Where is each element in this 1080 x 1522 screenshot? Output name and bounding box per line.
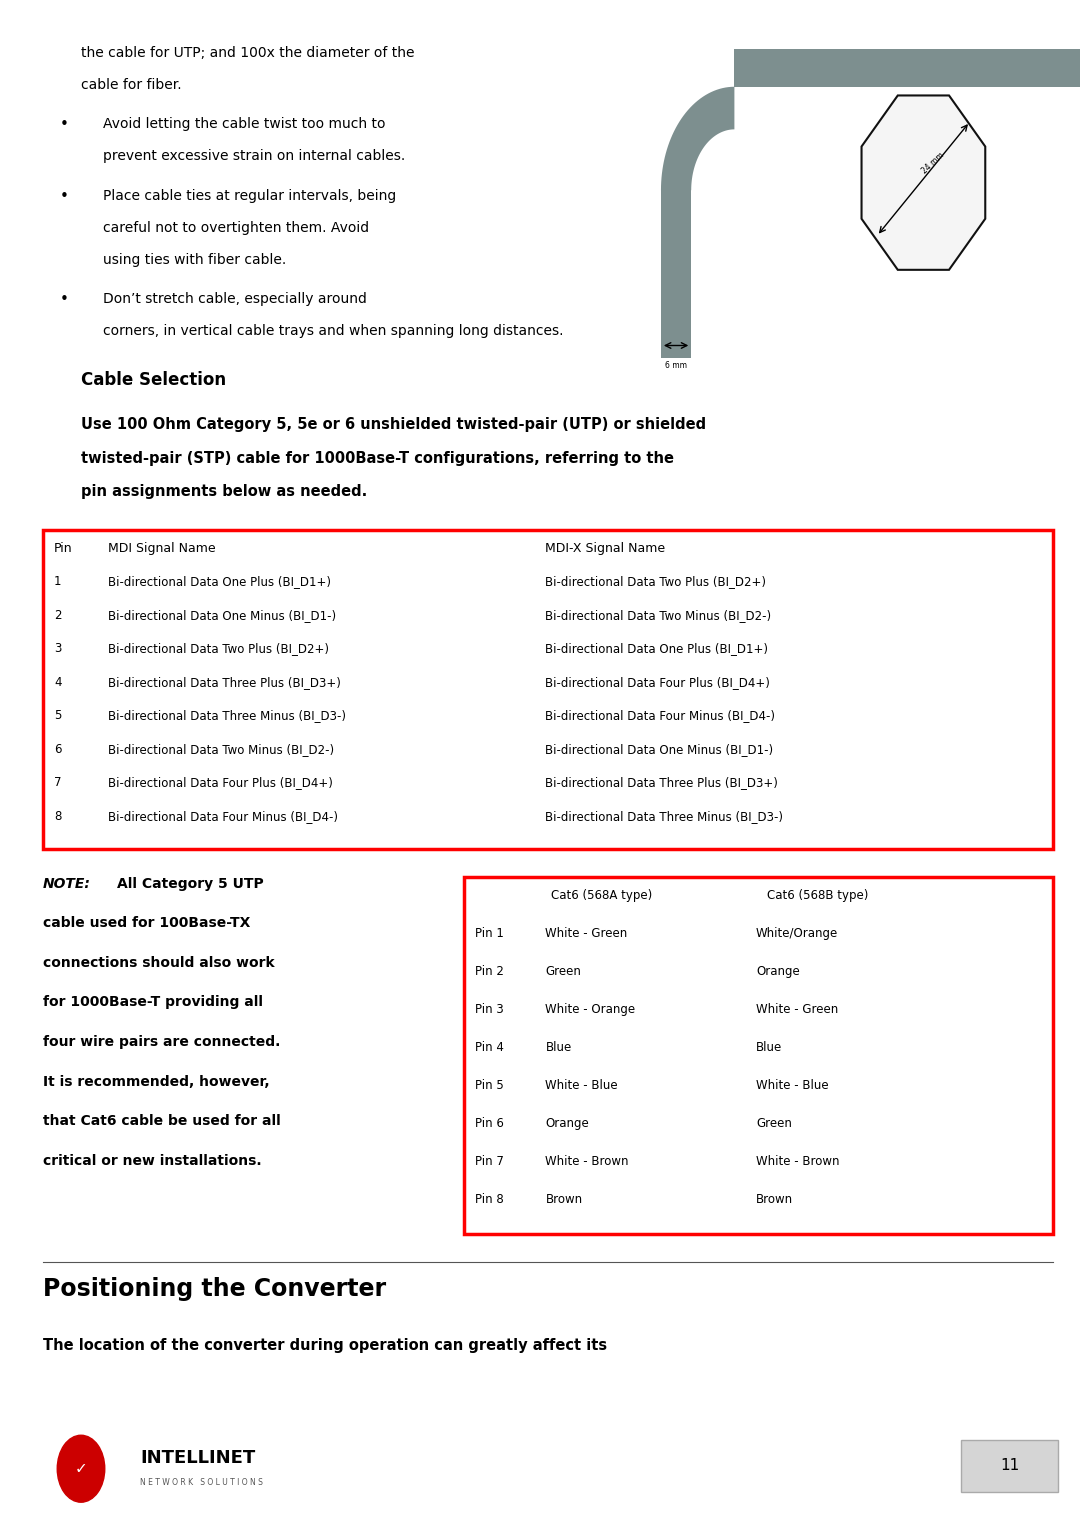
Text: four wire pairs are connected.: four wire pairs are connected.	[43, 1035, 281, 1049]
Text: Brown: Brown	[756, 1193, 793, 1207]
Text: twisted-pair (STP) cable for 1000Base-T configurations, referring to the: twisted-pair (STP) cable for 1000Base-T …	[81, 451, 674, 466]
Text: •: •	[59, 117, 68, 132]
Text: Pin: Pin	[54, 542, 72, 556]
Text: White - Green: White - Green	[756, 1003, 838, 1017]
Polygon shape	[661, 190, 691, 358]
Text: N E T W O R K   S O L U T I O N S: N E T W O R K S O L U T I O N S	[140, 1478, 264, 1487]
Text: 5: 5	[54, 709, 62, 723]
Text: Orange: Orange	[756, 965, 800, 979]
Text: Brown: Brown	[545, 1193, 582, 1207]
Text: ✓: ✓	[75, 1461, 87, 1476]
Text: pin assignments below as needed.: pin assignments below as needed.	[81, 484, 367, 499]
Circle shape	[57, 1435, 105, 1502]
Text: MDI-X Signal Name: MDI-X Signal Name	[545, 542, 665, 556]
Text: Bi-directional Data Three Minus (BI_D3-): Bi-directional Data Three Minus (BI_D3-)	[108, 709, 346, 723]
Text: Pin 5: Pin 5	[475, 1079, 504, 1093]
Text: White - Brown: White - Brown	[545, 1155, 629, 1169]
Text: prevent excessive strain on internal cables.: prevent excessive strain on internal cab…	[103, 149, 405, 163]
Text: 24 mm: 24 mm	[920, 151, 946, 175]
Text: 4: 4	[54, 676, 62, 689]
Text: MDI Signal Name: MDI Signal Name	[108, 542, 216, 556]
Text: Don’t stretch cable, especially around: Don’t stretch cable, especially around	[103, 292, 366, 306]
Text: 11: 11	[1000, 1458, 1020, 1473]
Text: Bi-directional Data One Plus (BI_D1+): Bi-directional Data One Plus (BI_D1+)	[545, 642, 768, 656]
Text: connections should also work: connections should also work	[43, 956, 274, 970]
Text: Cat6 (568B type): Cat6 (568B type)	[767, 889, 868, 903]
Text: Pin 4: Pin 4	[475, 1041, 504, 1055]
Text: Use 100 Ohm Category 5, 5e or 6 unshielded twisted-pair (UTP) or shielded: Use 100 Ohm Category 5, 5e or 6 unshield…	[81, 417, 706, 432]
Text: Green: Green	[545, 965, 581, 979]
Text: Blue: Blue	[756, 1041, 782, 1055]
Text: Bi-directional Data Two Minus (BI_D2-): Bi-directional Data Two Minus (BI_D2-)	[545, 609, 771, 622]
Text: that Cat6 cable be used for all: that Cat6 cable be used for all	[43, 1114, 281, 1128]
Polygon shape	[862, 96, 985, 269]
Text: corners, in vertical cable trays and when spanning long distances.: corners, in vertical cable trays and whe…	[103, 324, 563, 338]
Text: Bi-directional Data Four Plus (BI_D4+): Bi-directional Data Four Plus (BI_D4+)	[545, 676, 770, 689]
Text: Bi-directional Data Three Plus (BI_D3+): Bi-directional Data Three Plus (BI_D3+)	[545, 776, 779, 790]
Text: Bi-directional Data Four Plus (BI_D4+): Bi-directional Data Four Plus (BI_D4+)	[108, 776, 333, 790]
Bar	[464, 877, 1053, 1234]
Text: Bi-directional Data Three Minus (BI_D3-): Bi-directional Data Three Minus (BI_D3-)	[545, 810, 783, 823]
Text: White - Blue: White - Blue	[756, 1079, 828, 1093]
Text: Pin 3: Pin 3	[475, 1003, 504, 1017]
Text: Cat6 (568A type): Cat6 (568A type)	[551, 889, 652, 903]
Text: White - Blue: White - Blue	[545, 1079, 618, 1093]
Text: Pin 2: Pin 2	[475, 965, 504, 979]
Text: using ties with fiber cable.: using ties with fiber cable.	[103, 253, 286, 266]
Text: 7: 7	[54, 776, 62, 790]
Text: 2: 2	[54, 609, 62, 622]
Text: for 1000Base-T providing all: for 1000Base-T providing all	[43, 995, 264, 1009]
Text: Pin 6: Pin 6	[475, 1117, 504, 1131]
Text: cable for fiber.: cable for fiber.	[81, 78, 181, 91]
Text: INTELLINET: INTELLINET	[140, 1449, 256, 1467]
Text: 6: 6	[54, 743, 62, 756]
Text: Bi-directional Data Three Plus (BI_D3+): Bi-directional Data Three Plus (BI_D3+)	[108, 676, 341, 689]
Text: White - Green: White - Green	[545, 927, 627, 941]
Text: Pin 7: Pin 7	[475, 1155, 504, 1169]
Text: Bi-directional Data One Minus (BI_D1-): Bi-directional Data One Minus (BI_D1-)	[545, 743, 773, 756]
Text: Bi-directional Data One Minus (BI_D1-): Bi-directional Data One Minus (BI_D1-)	[108, 609, 336, 622]
Text: Bi-directional Data Two Plus (BI_D2+): Bi-directional Data Two Plus (BI_D2+)	[545, 575, 767, 589]
Text: White - Orange: White - Orange	[545, 1003, 635, 1017]
Text: Cable Selection: Cable Selection	[81, 371, 226, 390]
Text: Pin 8: Pin 8	[475, 1193, 504, 1207]
Text: NOTE:: NOTE:	[43, 877, 91, 890]
Text: White - Brown: White - Brown	[756, 1155, 839, 1169]
Polygon shape	[734, 49, 1080, 87]
Text: cable used for 100Base-TX: cable used for 100Base-TX	[43, 916, 251, 930]
Text: Pin 1: Pin 1	[475, 927, 504, 941]
Text: Green: Green	[756, 1117, 792, 1131]
Text: It is recommended, however,: It is recommended, however,	[43, 1075, 270, 1088]
Text: Bi-directional Data Four Minus (BI_D4-): Bi-directional Data Four Minus (BI_D4-)	[108, 810, 338, 823]
Polygon shape	[661, 87, 734, 190]
Text: Positioning the Converter: Positioning the Converter	[43, 1277, 387, 1301]
Text: the cable for UTP; and 100x the diameter of the: the cable for UTP; and 100x the diameter…	[81, 46, 415, 59]
Text: Bi-directional Data Two Plus (BI_D2+): Bi-directional Data Two Plus (BI_D2+)	[108, 642, 329, 656]
Text: 6 mm: 6 mm	[665, 361, 687, 370]
Text: Orange: Orange	[545, 1117, 590, 1131]
Text: careful not to overtighten them. Avoid: careful not to overtighten them. Avoid	[103, 221, 368, 234]
Text: 3: 3	[54, 642, 62, 656]
Text: Blue: Blue	[545, 1041, 571, 1055]
Text: All Category 5 UTP: All Category 5 UTP	[117, 877, 264, 890]
Bar	[43, 530, 1053, 849]
Text: Bi-directional Data Two Minus (BI_D2-): Bi-directional Data Two Minus (BI_D2-)	[108, 743, 334, 756]
Text: critical or new installations.: critical or new installations.	[43, 1154, 261, 1167]
Text: 1: 1	[54, 575, 62, 589]
Text: •: •	[59, 189, 68, 204]
Text: Place cable ties at regular intervals, being: Place cable ties at regular intervals, b…	[103, 189, 396, 202]
Bar	[961, 1440, 1058, 1492]
Text: •: •	[59, 292, 68, 307]
Text: The location of the converter during operation can greatly affect its: The location of the converter during ope…	[43, 1338, 607, 1353]
Text: Bi-directional Data Four Minus (BI_D4-): Bi-directional Data Four Minus (BI_D4-)	[545, 709, 775, 723]
Text: Avoid letting the cable twist too much to: Avoid letting the cable twist too much t…	[103, 117, 386, 131]
Text: Bi-directional Data One Plus (BI_D1+): Bi-directional Data One Plus (BI_D1+)	[108, 575, 330, 589]
Text: White/Orange: White/Orange	[756, 927, 838, 941]
Text: 8: 8	[54, 810, 62, 823]
